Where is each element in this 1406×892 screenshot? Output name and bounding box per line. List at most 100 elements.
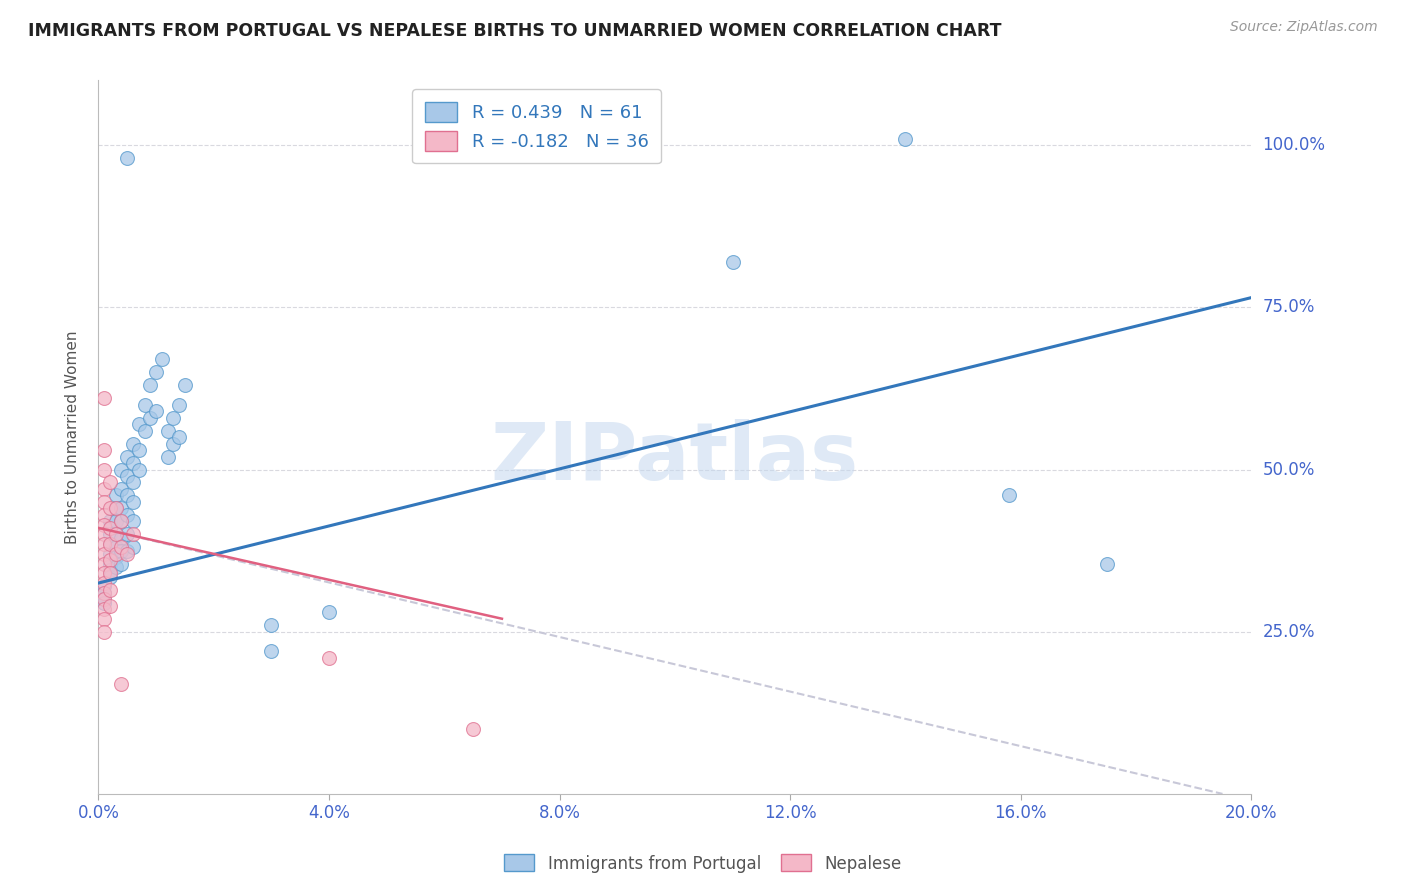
Point — [117, 151, 138, 165]
Y-axis label: Births to Unmarried Women: Births to Unmarried Women — [65, 330, 80, 544]
Point — [117, 450, 138, 464]
Point — [156, 424, 179, 438]
Point — [98, 527, 121, 541]
Point — [104, 550, 127, 565]
Point — [150, 352, 173, 367]
Point — [98, 537, 121, 551]
Point — [128, 443, 150, 458]
Point — [98, 553, 121, 567]
Point — [128, 462, 150, 476]
Point — [104, 541, 127, 555]
Point — [260, 618, 283, 632]
Point — [122, 515, 145, 529]
Point — [318, 605, 340, 619]
Text: ZIPatlas: ZIPatlas — [491, 419, 859, 498]
Point — [122, 495, 145, 509]
Point — [998, 488, 1021, 502]
Point — [122, 541, 145, 555]
Point — [104, 501, 127, 516]
Point — [461, 722, 484, 736]
Point — [98, 515, 121, 529]
Point — [93, 537, 115, 551]
Point — [162, 410, 184, 425]
Point — [98, 563, 121, 577]
Point — [93, 391, 115, 405]
Point — [93, 462, 115, 476]
Point — [117, 508, 138, 522]
Point — [98, 501, 121, 516]
Point — [93, 557, 115, 571]
Point — [98, 521, 121, 535]
Point — [98, 582, 121, 597]
Point — [93, 547, 115, 561]
Point — [110, 515, 132, 529]
Legend: R = 0.439   N = 61, R = -0.182   N = 36: R = 0.439 N = 61, R = -0.182 N = 36 — [412, 89, 661, 163]
Point — [117, 547, 138, 561]
Point — [93, 586, 115, 600]
Point — [167, 398, 190, 412]
Text: 100.0%: 100.0% — [1263, 136, 1326, 154]
Point — [104, 515, 127, 529]
Point — [93, 579, 115, 593]
Point — [894, 131, 917, 145]
Point — [110, 541, 132, 555]
Point — [128, 417, 150, 431]
Point — [93, 612, 115, 626]
Point — [93, 517, 115, 532]
Point — [93, 602, 115, 616]
Point — [139, 410, 162, 425]
Point — [98, 547, 121, 561]
Point — [721, 255, 744, 269]
Point — [318, 650, 340, 665]
Point — [93, 624, 115, 639]
Point — [122, 456, 145, 470]
Point — [110, 501, 132, 516]
Text: Source: ZipAtlas.com: Source: ZipAtlas.com — [1230, 20, 1378, 34]
Point — [93, 566, 115, 581]
Point — [122, 475, 145, 490]
Point — [117, 469, 138, 483]
Point — [93, 592, 115, 607]
Legend: Immigrants from Portugal, Nepalese: Immigrants from Portugal, Nepalese — [498, 847, 908, 880]
Point — [110, 515, 132, 529]
Point — [98, 557, 121, 571]
Point — [98, 537, 121, 551]
Point — [174, 378, 197, 392]
Point — [104, 488, 127, 502]
Point — [110, 482, 132, 496]
Point — [110, 531, 132, 545]
Text: 25.0%: 25.0% — [1263, 623, 1315, 640]
Point — [98, 566, 121, 581]
Point — [93, 576, 115, 591]
Point — [1097, 557, 1119, 571]
Point — [93, 482, 115, 496]
Point — [117, 488, 138, 502]
Point — [110, 676, 132, 690]
Point — [167, 430, 190, 444]
Point — [156, 450, 179, 464]
Point — [93, 508, 115, 522]
Point — [162, 436, 184, 450]
Point — [98, 475, 121, 490]
Point — [139, 378, 162, 392]
Text: 50.0%: 50.0% — [1263, 460, 1315, 478]
Point — [110, 462, 132, 476]
Point — [134, 424, 156, 438]
Point — [134, 398, 156, 412]
Point — [104, 527, 127, 541]
Point — [104, 501, 127, 516]
Text: 75.0%: 75.0% — [1263, 298, 1315, 317]
Point — [145, 404, 167, 418]
Point — [260, 644, 283, 658]
Point — [104, 559, 127, 574]
Point — [98, 569, 121, 583]
Point — [110, 557, 132, 571]
Point — [93, 595, 115, 609]
Point — [117, 527, 138, 541]
Point — [93, 586, 115, 600]
Point — [98, 599, 121, 613]
Point — [93, 443, 115, 458]
Point — [122, 436, 145, 450]
Point — [93, 592, 115, 607]
Text: IMMIGRANTS FROM PORTUGAL VS NEPALESE BIRTHS TO UNMARRIED WOMEN CORRELATION CHART: IMMIGRANTS FROM PORTUGAL VS NEPALESE BIR… — [28, 22, 1001, 40]
